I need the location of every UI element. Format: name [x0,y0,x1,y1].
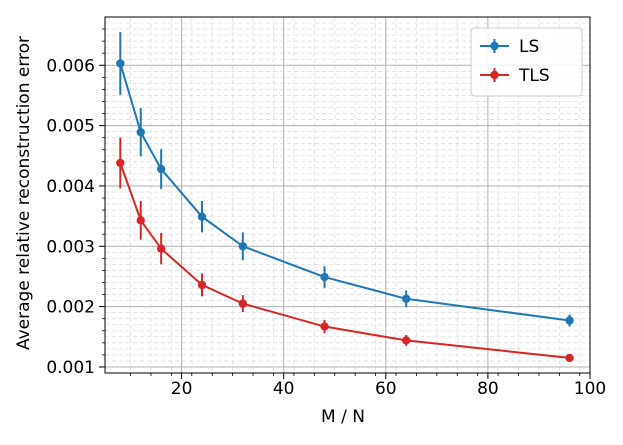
data-point [238,242,248,251]
plot-frame [104,16,591,374]
data-point [238,299,248,308]
y-tick-label: 0.001 [46,358,95,378]
legend-swatch-marker [490,70,499,80]
series-line-tls [119,162,570,359]
y-axis-label: Average relative reconstruction error [14,36,34,350]
y-tick-label: 0.003 [46,237,95,257]
data-point [402,294,411,303]
grid [105,17,591,373]
data-point [320,322,329,331]
series-ls [116,32,574,327]
data-point [402,336,411,345]
series-layer [116,32,574,363]
data-point [136,216,145,225]
legend-item-ls: LS [480,37,539,57]
series-tls [116,137,574,363]
data-point [116,59,125,68]
data-point [565,353,574,363]
x-tick-label: 80 [477,379,499,399]
data-point [197,280,207,290]
data-point [565,316,574,325]
data-point [116,158,125,168]
legend-swatch-marker [490,41,499,51]
legend-label: LS [519,37,539,57]
y-tick-label: 0.002 [46,298,95,318]
x-tick-label: 60 [375,379,397,399]
x-tick-label: 40 [273,379,295,399]
data-point [156,164,166,174]
legend: LS TLS [470,27,583,97]
ticks: 20 40 60 80 100 0.001 0.002 0.003 0.004 0.005 0.00… [46,28,606,399]
y-tick-label: 0.005 [46,117,95,137]
series-line-ls [119,63,570,322]
legend-label: TLS [518,66,550,86]
data-point [156,244,166,253]
data-point [136,128,145,137]
x-axis-label: M / N [321,407,365,427]
legend-item-tls: TLS [480,66,550,86]
data-point [197,212,207,221]
data-point [320,272,329,282]
x-tick-label: 100 [574,379,606,399]
y-tick-label: 0.006 [46,56,95,76]
y-tick-label: 0.004 [46,177,95,197]
x-tick-label: 20 [171,379,193,399]
